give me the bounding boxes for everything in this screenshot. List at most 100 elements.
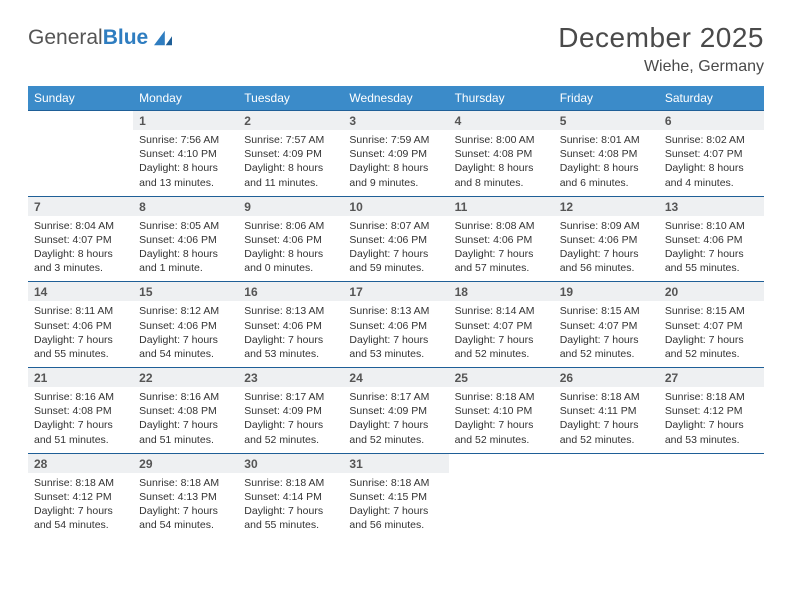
day-content-cell (554, 473, 659, 539)
day-content-cell: Sunrise: 8:17 AMSunset: 4:09 PMDaylight:… (343, 387, 448, 453)
day-content-cell: Sunrise: 8:05 AMSunset: 4:06 PMDaylight:… (133, 216, 238, 282)
day-number-cell: 29 (133, 453, 238, 473)
day-number-cell: 24 (343, 368, 448, 388)
day-content-cell: Sunrise: 8:14 AMSunset: 4:07 PMDaylight:… (449, 301, 554, 367)
day-content-cell (28, 130, 133, 196)
sunrise-line: Sunrise: 8:05 AM (139, 219, 232, 233)
sunset-line: Sunset: 4:09 PM (349, 147, 442, 161)
day-content-cell: Sunrise: 8:07 AMSunset: 4:06 PMDaylight:… (343, 216, 448, 282)
daylight-line: Daylight: 7 hours and 54 minutes. (34, 504, 127, 532)
calendar-page: GeneralBlue December 2025 Wiehe, Germany… (0, 0, 792, 548)
month-title: December 2025 (558, 22, 764, 54)
brand-name: GeneralBlue (28, 26, 148, 50)
sunrise-line: Sunrise: 8:17 AM (244, 390, 337, 404)
day-content-cell: Sunrise: 8:04 AMSunset: 4:07 PMDaylight:… (28, 216, 133, 282)
daylight-line: Daylight: 7 hours and 52 minutes. (455, 418, 548, 446)
day-number-cell: 28 (28, 453, 133, 473)
weekday-header: Saturday (659, 86, 764, 111)
sunrise-line: Sunrise: 8:02 AM (665, 133, 758, 147)
weekday-header: Thursday (449, 86, 554, 111)
day-number-cell: 6 (659, 111, 764, 131)
sunset-line: Sunset: 4:07 PM (455, 319, 548, 333)
sunrise-line: Sunrise: 8:18 AM (349, 476, 442, 490)
sunrise-line: Sunrise: 8:07 AM (349, 219, 442, 233)
daylight-line: Daylight: 7 hours and 53 minutes. (244, 333, 337, 361)
daylight-line: Daylight: 7 hours and 52 minutes. (455, 333, 548, 361)
day-content-row: Sunrise: 8:18 AMSunset: 4:12 PMDaylight:… (28, 473, 764, 539)
day-number-cell: 31 (343, 453, 448, 473)
daylight-line: Daylight: 7 hours and 55 minutes. (34, 333, 127, 361)
sunset-line: Sunset: 4:08 PM (139, 404, 232, 418)
sunset-line: Sunset: 4:06 PM (349, 319, 442, 333)
daylight-line: Daylight: 7 hours and 54 minutes. (139, 333, 232, 361)
sunset-line: Sunset: 4:08 PM (34, 404, 127, 418)
sunrise-line: Sunrise: 8:01 AM (560, 133, 653, 147)
sunrise-line: Sunrise: 8:18 AM (455, 390, 548, 404)
sunrise-line: Sunrise: 8:18 AM (665, 390, 758, 404)
daylight-line: Daylight: 7 hours and 53 minutes. (665, 418, 758, 446)
day-content-cell: Sunrise: 8:17 AMSunset: 4:09 PMDaylight:… (238, 387, 343, 453)
day-number-cell (659, 453, 764, 473)
day-number-cell: 19 (554, 282, 659, 302)
sunset-line: Sunset: 4:09 PM (349, 404, 442, 418)
sunset-line: Sunset: 4:12 PM (34, 490, 127, 504)
day-number-cell: 17 (343, 282, 448, 302)
day-number-cell: 7 (28, 196, 133, 216)
day-content-cell: Sunrise: 8:00 AMSunset: 4:08 PMDaylight:… (449, 130, 554, 196)
day-number-cell: 22 (133, 368, 238, 388)
brand-name-a: General (28, 26, 103, 49)
day-content-row: Sunrise: 8:16 AMSunset: 4:08 PMDaylight:… (28, 387, 764, 453)
day-content-cell: Sunrise: 8:10 AMSunset: 4:06 PMDaylight:… (659, 216, 764, 282)
daylight-line: Daylight: 8 hours and 3 minutes. (34, 247, 127, 275)
day-content-cell: Sunrise: 8:18 AMSunset: 4:13 PMDaylight:… (133, 473, 238, 539)
sunset-line: Sunset: 4:09 PM (244, 404, 337, 418)
sunset-line: Sunset: 4:06 PM (349, 233, 442, 247)
day-number-row: 78910111213 (28, 196, 764, 216)
sunset-line: Sunset: 4:15 PM (349, 490, 442, 504)
day-number-row: 28293031 (28, 453, 764, 473)
weekday-header: Wednesday (343, 86, 448, 111)
sunrise-line: Sunrise: 8:11 AM (34, 304, 127, 318)
sunset-line: Sunset: 4:07 PM (665, 147, 758, 161)
sunrise-line: Sunrise: 8:17 AM (349, 390, 442, 404)
day-content-cell: Sunrise: 8:11 AMSunset: 4:06 PMDaylight:… (28, 301, 133, 367)
brand-sail-icon (152, 29, 174, 47)
day-content-cell: Sunrise: 8:15 AMSunset: 4:07 PMDaylight:… (659, 301, 764, 367)
daylight-line: Daylight: 8 hours and 6 minutes. (560, 161, 653, 189)
sunset-line: Sunset: 4:11 PM (560, 404, 653, 418)
day-content-cell: Sunrise: 8:16 AMSunset: 4:08 PMDaylight:… (28, 387, 133, 453)
day-content-cell: Sunrise: 8:18 AMSunset: 4:12 PMDaylight:… (659, 387, 764, 453)
day-number-cell: 8 (133, 196, 238, 216)
day-content-cell: Sunrise: 8:15 AMSunset: 4:07 PMDaylight:… (554, 301, 659, 367)
daylight-line: Daylight: 7 hours and 54 minutes. (139, 504, 232, 532)
sunset-line: Sunset: 4:06 PM (139, 233, 232, 247)
sunrise-line: Sunrise: 8:14 AM (455, 304, 548, 318)
day-content-cell: Sunrise: 7:56 AMSunset: 4:10 PMDaylight:… (133, 130, 238, 196)
daylight-line: Daylight: 8 hours and 11 minutes. (244, 161, 337, 189)
sunrise-line: Sunrise: 8:12 AM (139, 304, 232, 318)
weekday-header: Sunday (28, 86, 133, 111)
daylight-line: Daylight: 7 hours and 52 minutes. (560, 418, 653, 446)
daylight-line: Daylight: 7 hours and 57 minutes. (455, 247, 548, 275)
day-number-cell: 12 (554, 196, 659, 216)
sunset-line: Sunset: 4:08 PM (560, 147, 653, 161)
sunrise-line: Sunrise: 8:10 AM (665, 219, 758, 233)
day-content-cell: Sunrise: 8:09 AMSunset: 4:06 PMDaylight:… (554, 216, 659, 282)
sunset-line: Sunset: 4:06 PM (560, 233, 653, 247)
day-content-cell: Sunrise: 8:16 AMSunset: 4:08 PMDaylight:… (133, 387, 238, 453)
day-content-cell: Sunrise: 7:57 AMSunset: 4:09 PMDaylight:… (238, 130, 343, 196)
day-content-cell: Sunrise: 8:18 AMSunset: 4:11 PMDaylight:… (554, 387, 659, 453)
day-content-cell: Sunrise: 8:01 AMSunset: 4:08 PMDaylight:… (554, 130, 659, 196)
day-number-cell: 1 (133, 111, 238, 131)
sunset-line: Sunset: 4:10 PM (139, 147, 232, 161)
sunset-line: Sunset: 4:07 PM (665, 319, 758, 333)
sunset-line: Sunset: 4:06 PM (34, 319, 127, 333)
sunrise-line: Sunrise: 8:06 AM (244, 219, 337, 233)
sunrise-line: Sunrise: 8:18 AM (34, 476, 127, 490)
day-content-cell: Sunrise: 8:08 AMSunset: 4:06 PMDaylight:… (449, 216, 554, 282)
day-number-cell: 21 (28, 368, 133, 388)
daylight-line: Daylight: 7 hours and 55 minutes. (665, 247, 758, 275)
day-content-cell: Sunrise: 8:18 AMSunset: 4:14 PMDaylight:… (238, 473, 343, 539)
sunset-line: Sunset: 4:06 PM (244, 233, 337, 247)
sunset-line: Sunset: 4:07 PM (34, 233, 127, 247)
